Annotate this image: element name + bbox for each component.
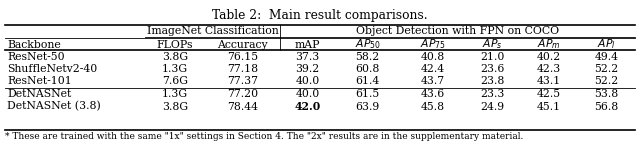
- Text: mAP: mAP: [295, 40, 320, 49]
- Text: 52.2: 52.2: [595, 76, 619, 86]
- Text: 21.0: 21.0: [480, 52, 505, 61]
- Text: 58.2: 58.2: [355, 52, 380, 61]
- Text: 60.8: 60.8: [355, 64, 380, 74]
- Text: 43.6: 43.6: [420, 89, 445, 99]
- Text: 76.15: 76.15: [227, 52, 258, 61]
- Text: $AP_l$: $AP_l$: [597, 38, 616, 51]
- Text: FLOPs: FLOPs: [157, 40, 193, 49]
- Text: 77.18: 77.18: [227, 64, 258, 74]
- Text: ShuffleNetv2-40: ShuffleNetv2-40: [7, 64, 97, 74]
- Text: 78.44: 78.44: [227, 101, 258, 112]
- Text: 52.2: 52.2: [595, 64, 619, 74]
- Text: ImageNet Classification: ImageNet Classification: [147, 27, 278, 36]
- Text: * These are trained with the same "1x" settings in Section 4. The "2x" results a: * These are trained with the same "1x" s…: [5, 132, 524, 141]
- Text: 53.8: 53.8: [595, 89, 619, 99]
- Text: DetNASNet: DetNASNet: [7, 89, 71, 99]
- Text: ResNet-101: ResNet-101: [7, 76, 72, 86]
- Text: 23.6: 23.6: [480, 64, 505, 74]
- Text: 40.8: 40.8: [420, 52, 445, 61]
- Text: 45.8: 45.8: [420, 101, 445, 112]
- Text: 56.8: 56.8: [595, 101, 619, 112]
- Text: 61.5: 61.5: [355, 89, 380, 99]
- Text: Object Detection with FPN on COCO: Object Detection with FPN on COCO: [356, 27, 559, 36]
- Text: 39.2: 39.2: [296, 64, 319, 74]
- Text: 77.20: 77.20: [227, 89, 258, 99]
- Text: 42.3: 42.3: [537, 64, 561, 74]
- Text: 1.3G: 1.3G: [162, 89, 188, 99]
- Text: $AP_{75}$: $AP_{75}$: [420, 38, 445, 51]
- Text: $AP_s$: $AP_s$: [483, 38, 502, 51]
- Text: 7.6G: 7.6G: [162, 76, 188, 86]
- Text: Accuracy: Accuracy: [217, 40, 268, 49]
- Text: 23.8: 23.8: [480, 76, 505, 86]
- Text: $AP_m$: $AP_m$: [537, 38, 561, 51]
- Text: ResNet-50: ResNet-50: [7, 52, 65, 61]
- Text: 61.4: 61.4: [355, 76, 380, 86]
- Text: 63.9: 63.9: [355, 101, 380, 112]
- Text: 23.3: 23.3: [480, 89, 505, 99]
- Text: 42.5: 42.5: [537, 89, 561, 99]
- Text: DetNASNet (3.8): DetNASNet (3.8): [7, 101, 100, 112]
- Text: 1.3G: 1.3G: [162, 64, 188, 74]
- Text: 43.1: 43.1: [537, 76, 561, 86]
- Text: 43.7: 43.7: [420, 76, 445, 86]
- Text: 42.4: 42.4: [420, 64, 445, 74]
- Text: $AP_{50}$: $AP_{50}$: [355, 38, 380, 51]
- Text: 77.37: 77.37: [227, 76, 258, 86]
- Text: 42.0: 42.0: [294, 101, 321, 112]
- Text: 40.0: 40.0: [296, 76, 319, 86]
- Text: Table 2:  Main result comparisons.: Table 2: Main result comparisons.: [212, 9, 428, 22]
- Text: 37.3: 37.3: [296, 52, 319, 61]
- Text: 45.1: 45.1: [537, 101, 561, 112]
- Text: 3.8G: 3.8G: [162, 52, 188, 61]
- Text: 24.9: 24.9: [481, 101, 504, 112]
- Text: 3.8G: 3.8G: [162, 101, 188, 112]
- Text: 49.4: 49.4: [595, 52, 618, 61]
- Text: 40.2: 40.2: [537, 52, 561, 61]
- Text: Backbone: Backbone: [7, 40, 61, 49]
- Text: 40.0: 40.0: [296, 89, 319, 99]
